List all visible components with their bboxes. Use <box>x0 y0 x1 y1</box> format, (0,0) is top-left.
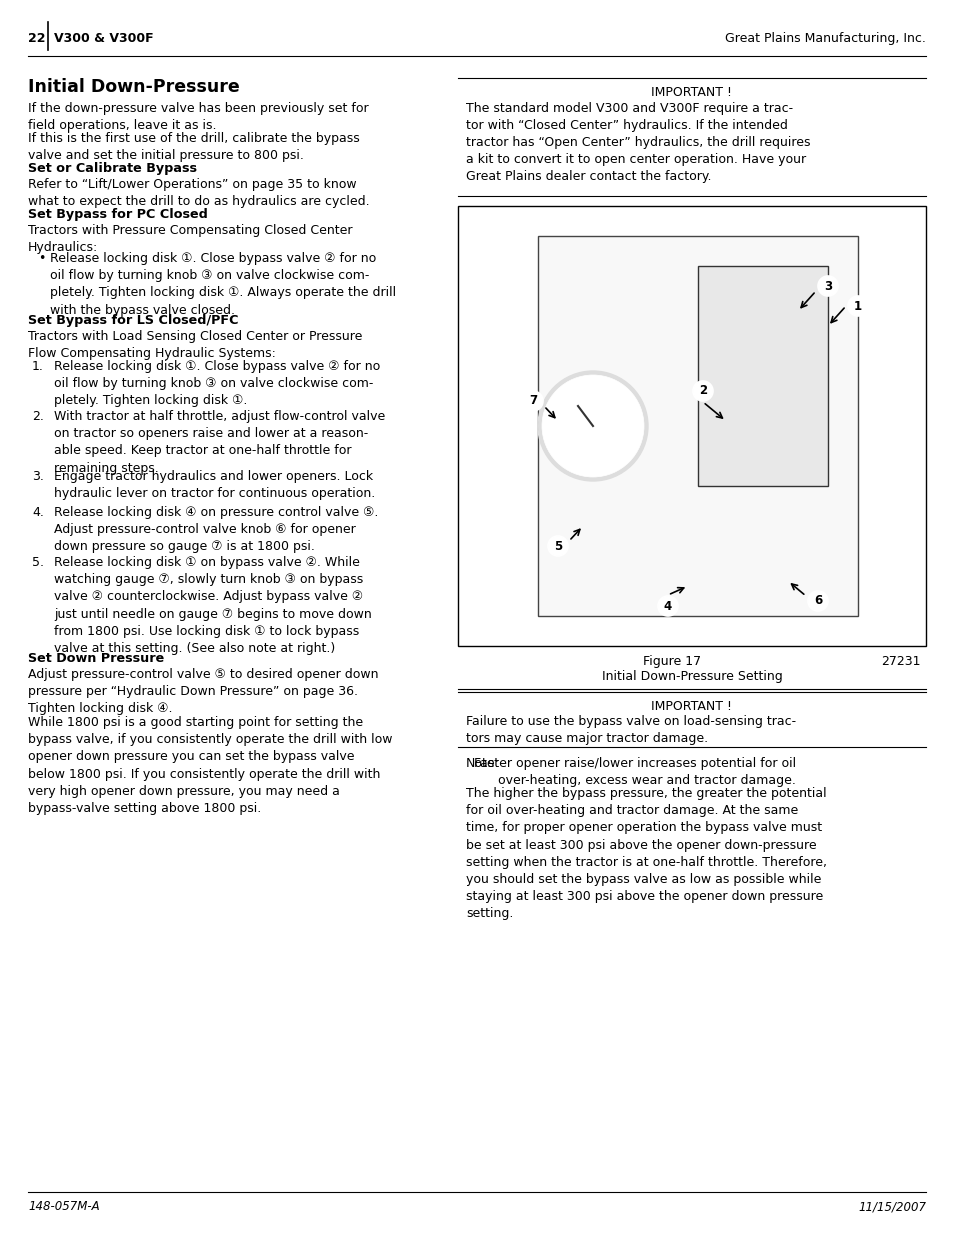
Text: The higher the bypass pressure, the greater the potential
for oil over-heating a: The higher the bypass pressure, the grea… <box>465 787 826 920</box>
Text: Note:: Note: <box>465 757 499 769</box>
Text: 1.: 1. <box>32 359 44 373</box>
Text: 148-057M-A: 148-057M-A <box>28 1200 99 1213</box>
Text: 4.: 4. <box>32 506 44 519</box>
Circle shape <box>692 382 712 401</box>
Text: Initial Down-Pressure Setting: Initial Down-Pressure Setting <box>601 671 781 683</box>
Circle shape <box>817 275 837 296</box>
Text: 3.: 3. <box>32 471 44 483</box>
Text: Release locking disk ④ on pressure control valve ⑤.
Adjust pressure-control valv: Release locking disk ④ on pressure contr… <box>54 506 378 553</box>
Text: Tractors with Load Sensing Closed Center or Pressure
Flow Compensating Hydraulic: Tractors with Load Sensing Closed Center… <box>28 330 362 361</box>
Text: Engage tractor hydraulics and lower openers. Lock
hydraulic lever on tractor for: Engage tractor hydraulics and lower open… <box>54 471 375 500</box>
Text: Release locking disk ①. Close bypass valve ② for no
oil flow by turning knob ③ o: Release locking disk ①. Close bypass val… <box>50 252 395 316</box>
Text: 22: 22 <box>28 32 46 44</box>
Circle shape <box>547 536 567 556</box>
Text: 4: 4 <box>663 599 672 613</box>
Text: Release locking disk ①. Close bypass valve ② for no
oil flow by turning knob ③ o: Release locking disk ①. Close bypass val… <box>54 359 380 408</box>
Text: 6: 6 <box>813 594 821 608</box>
Text: 7: 7 <box>528 394 537 408</box>
Text: 5: 5 <box>554 540 561 552</box>
Text: 11/15/2007: 11/15/2007 <box>857 1200 925 1213</box>
Text: Faster opener raise/lower increases potential for oil
        over-heating, exce: Faster opener raise/lower increases pote… <box>465 757 796 787</box>
Text: Refer to “Lift/Lower Operations” on page 35 to know
what to expect the drill to : Refer to “Lift/Lower Operations” on page… <box>28 178 369 209</box>
Circle shape <box>847 296 867 316</box>
Text: 1: 1 <box>853 300 862 312</box>
Text: Tractors with Pressure Compensating Closed Center
Hydraulics:: Tractors with Pressure Compensating Clos… <box>28 224 352 254</box>
Text: Adjust pressure-control valve ⑤ to desired opener down
pressure per “Hydraulic D: Adjust pressure-control valve ⑤ to desir… <box>28 668 378 715</box>
Text: With tractor at half throttle, adjust flow-control valve
on tractor so openers r: With tractor at half throttle, adjust fl… <box>54 410 385 474</box>
Text: 3: 3 <box>823 279 831 293</box>
Bar <box>698 266 827 487</box>
Bar <box>457 206 925 646</box>
Bar <box>537 236 857 616</box>
Text: 2.: 2. <box>32 410 44 424</box>
Text: Great Plains Manufacturing, Inc.: Great Plains Manufacturing, Inc. <box>724 32 925 44</box>
Circle shape <box>537 370 647 480</box>
Text: Set or Calibrate Bypass: Set or Calibrate Bypass <box>28 162 196 175</box>
Text: The standard model V300 and V300F require a trac-
tor with “Closed Center” hydra: The standard model V300 and V300F requir… <box>465 103 810 183</box>
Text: Set Down Pressure: Set Down Pressure <box>28 652 164 664</box>
Text: Failure to use the bypass valve on load-sensing trac-
tors may cause major tract: Failure to use the bypass valve on load-… <box>465 715 796 745</box>
Circle shape <box>807 592 827 611</box>
Text: Set Bypass for PC Closed: Set Bypass for PC Closed <box>28 207 208 221</box>
Text: •: • <box>38 252 46 266</box>
Text: 27231: 27231 <box>881 655 920 668</box>
Text: Initial Down-Pressure: Initial Down-Pressure <box>28 78 239 96</box>
Text: If this is the first use of the drill, calibrate the bypass
valve and set the in: If this is the first use of the drill, c… <box>28 132 359 162</box>
Text: If the down-pressure valve has been previously set for
field operations, leave i: If the down-pressure valve has been prev… <box>28 103 368 132</box>
Circle shape <box>522 391 542 411</box>
Text: Figure 17: Figure 17 <box>642 655 700 668</box>
Text: 5.: 5. <box>32 556 44 569</box>
Text: IMPORTANT !: IMPORTANT ! <box>651 86 732 99</box>
Text: IMPORTANT !: IMPORTANT ! <box>651 700 732 713</box>
Text: 2: 2 <box>699 384 706 398</box>
Text: V300 & V300F: V300 & V300F <box>54 32 153 44</box>
Circle shape <box>658 597 678 616</box>
Text: Set Bypass for LS Closed/PFC: Set Bypass for LS Closed/PFC <box>28 314 238 327</box>
Text: While 1800 psi is a good starting point for setting the
bypass valve, if you con: While 1800 psi is a good starting point … <box>28 716 392 815</box>
Text: Release locking disk ① on bypass valve ②. While
watching gauge ⑦, slowly turn kn: Release locking disk ① on bypass valve ②… <box>54 556 372 655</box>
Circle shape <box>541 375 643 477</box>
